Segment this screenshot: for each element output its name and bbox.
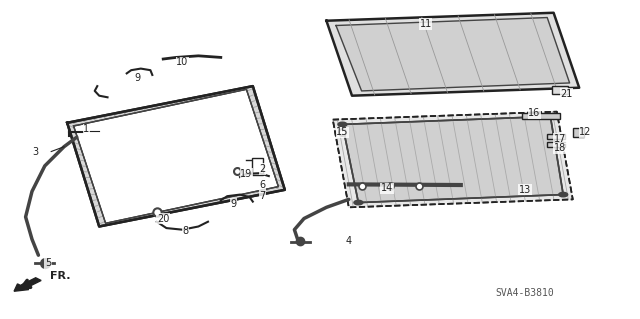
Circle shape: [354, 200, 363, 205]
Text: 20: 20: [157, 213, 170, 224]
Circle shape: [559, 192, 568, 197]
Polygon shape: [74, 89, 278, 223]
Polygon shape: [326, 13, 579, 96]
Text: 12: 12: [579, 127, 592, 137]
Circle shape: [338, 122, 347, 127]
Text: 9: 9: [134, 73, 141, 83]
Text: 14: 14: [381, 183, 394, 193]
Text: 18: 18: [554, 143, 566, 153]
Text: 3: 3: [32, 146, 38, 157]
Circle shape: [546, 114, 555, 119]
Text: 16: 16: [528, 108, 541, 118]
Text: 6: 6: [259, 180, 266, 190]
Text: 15: 15: [336, 127, 349, 137]
Text: FR.: FR.: [50, 271, 70, 281]
Text: 1: 1: [83, 124, 90, 134]
Bar: [552, 86, 568, 94]
Bar: [522, 113, 560, 119]
Text: 21: 21: [560, 89, 573, 99]
Polygon shape: [67, 86, 285, 226]
Bar: [547, 134, 565, 139]
FancyArrow shape: [14, 278, 41, 291]
Text: 10: 10: [176, 57, 189, 67]
Text: 5: 5: [45, 258, 51, 268]
Text: 17: 17: [554, 134, 566, 144]
Bar: [547, 142, 565, 147]
Text: 4: 4: [346, 236, 352, 246]
Polygon shape: [333, 112, 573, 207]
Text: 19: 19: [240, 169, 253, 179]
Bar: [252, 158, 263, 175]
Polygon shape: [336, 18, 570, 91]
Text: 9: 9: [230, 199, 237, 209]
Text: 7: 7: [259, 191, 266, 201]
Text: 2: 2: [259, 164, 266, 174]
Bar: [573, 128, 584, 137]
Polygon shape: [342, 116, 563, 203]
Text: 11: 11: [419, 19, 432, 29]
Text: 13: 13: [518, 185, 531, 195]
Text: 8: 8: [182, 226, 189, 236]
Text: SVA4-B3810: SVA4-B3810: [495, 288, 554, 299]
